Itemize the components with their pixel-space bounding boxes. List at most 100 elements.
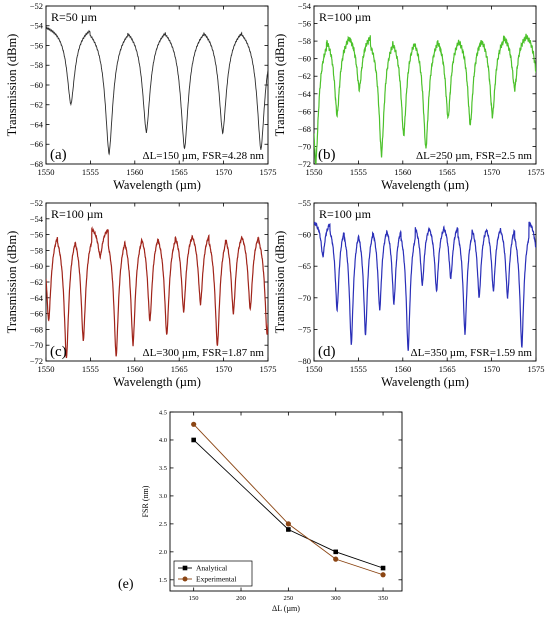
- x-tick-label: 1550: [306, 364, 323, 374]
- x-tick-label: 1570: [215, 167, 232, 177]
- y-tick-label: −64: [30, 119, 44, 129]
- spectrum-panel-c: 1550 1555 1560 1565 1570 1575 −72 −70 −68 −66 −64 −…: [5, 198, 277, 389]
- y-tick-label: −68: [30, 324, 43, 334]
- plot-frame: [313, 5, 537, 165]
- y-tick-label: −70: [298, 141, 311, 151]
- annotation-label: ΔL=250 µm, FSR=2.5 nm: [416, 150, 532, 162]
- y-axis-label: Transmission (dBm): [273, 231, 287, 334]
- x-tick-label: 1565: [171, 364, 188, 374]
- plot-frame: [45, 5, 269, 165]
- radius-label: R=100 µm: [319, 10, 372, 24]
- y-axis-label: FSR (nm): [141, 485, 150, 517]
- y-tick-label: −66: [30, 139, 43, 149]
- y-axis-label: Transmission (dBm): [273, 34, 287, 137]
- x-tick-label: 1565: [171, 167, 188, 177]
- spectrum-line: [46, 26, 268, 156]
- y-tick-label: −58: [30, 60, 43, 70]
- y-tick-label: −56: [30, 40, 43, 50]
- y-tick-label: −54: [30, 214, 44, 224]
- legend-marker: [182, 576, 188, 582]
- x-tick-label: 1570: [483, 167, 500, 177]
- y-tick-label: −54: [30, 21, 44, 31]
- data-point: [333, 549, 339, 555]
- annotation-label: ΔL=300 µm, FSR=1.87 nm: [143, 347, 265, 359]
- panel-label: (d): [318, 344, 336, 360]
- y-tick-label: −70: [30, 340, 43, 350]
- y-tick-label: 2.5: [159, 521, 167, 528]
- y-tick-label: −64: [30, 293, 44, 303]
- series-experimental: [191, 421, 386, 578]
- y-tick-label: −72: [30, 356, 43, 366]
- y-axis-label: Transmission (dBm): [5, 34, 19, 137]
- y-tick-label: 1.5: [159, 577, 167, 584]
- y-tick-label: −75: [298, 324, 311, 334]
- x-tick-label: 1560: [126, 167, 143, 177]
- x-tick-label: 1555: [82, 364, 99, 374]
- x-tick-label: 150: [189, 595, 199, 602]
- x-tick-label: 1550: [306, 167, 323, 177]
- x-tick-label: 1565: [439, 364, 456, 374]
- plot-frame: [169, 411, 403, 592]
- x-tick-label: 1555: [350, 364, 367, 374]
- y-tick-label: −65: [298, 261, 311, 271]
- x-tick-label: 1555: [82, 167, 99, 177]
- x-tick-label: 1555: [350, 167, 367, 177]
- x-axis-label: ΔL (µm): [272, 604, 300, 613]
- y-tick-label: 4.0: [159, 437, 167, 444]
- annotation-label: ΔL=350 µm, FSR=1.59 nm: [411, 347, 533, 359]
- y-tick-label: 3.5: [159, 465, 167, 472]
- legend-box: [173, 560, 253, 587]
- x-axis-label: Wavelength (µm): [381, 375, 469, 389]
- legend-label: Analytical: [196, 564, 227, 573]
- x-tick-label: 1565: [439, 167, 456, 177]
- y-tick-label: 4.5: [159, 409, 167, 416]
- y-tick-label: −66: [298, 106, 311, 116]
- x-axis-label: Wavelength (µm): [113, 178, 201, 192]
- spectrum-line: [314, 33, 536, 164]
- radius-label: R=100 µm: [51, 207, 104, 221]
- plot-frame: [313, 202, 537, 362]
- y-tick-label: −68: [298, 124, 311, 134]
- data-point: [333, 556, 339, 562]
- y-tick-label: −60: [30, 80, 43, 90]
- y-tick-label: −64: [298, 89, 312, 99]
- radius-label: R=50 µm: [51, 10, 98, 24]
- data-point: [191, 421, 197, 427]
- data-point: [191, 437, 196, 443]
- x-tick-label: 1550: [38, 364, 55, 374]
- y-tick-label: −52: [30, 198, 43, 208]
- panel-label: (c): [50, 344, 67, 360]
- y-tick-label: −66: [30, 309, 43, 319]
- y-tick-label: −60: [298, 230, 311, 240]
- x-tick-label: 1560: [394, 364, 411, 374]
- data-point: [286, 527, 291, 532]
- panel-label: (e): [118, 577, 134, 592]
- x-axis-label: Wavelength (µm): [113, 375, 201, 389]
- fsr-panel-e: 150 200 250 300 350 1.5 2.0 2.5 3.0 3.5 4.0 4.5 ΔL (…: [118, 409, 403, 613]
- y-tick-label: −60: [298, 54, 311, 64]
- x-tick-label: 300: [331, 595, 341, 602]
- panel-label: (b): [318, 147, 336, 163]
- spectrum-line: [46, 226, 268, 359]
- y-axis-label: Transmission (dBm): [5, 231, 19, 334]
- y-tick-label: −52: [30, 1, 43, 11]
- spectrum-panel-b: 1550 1555 1560 1565 1570 1575 −72 −70 −68 −66 −64 −…: [273, 1, 545, 192]
- y-tick-label: −68: [30, 159, 43, 169]
- legend: Analytical Experimental: [173, 560, 253, 587]
- y-tick-label: −56: [298, 19, 311, 29]
- y-tick-label: −70: [298, 293, 311, 303]
- x-tick-label: 1575: [260, 167, 277, 177]
- x-tick-label: 350: [378, 595, 388, 602]
- plot-frame: [45, 202, 269, 362]
- panel-label: (a): [50, 147, 67, 163]
- x-tick-label: 1575: [260, 364, 277, 374]
- annotation-label: ΔL=150 µm, FSR=4.28 nm: [143, 150, 265, 162]
- data-point: [380, 565, 386, 571]
- y-tick-label: 2.0: [159, 549, 167, 556]
- y-tick-label: −72: [298, 159, 311, 169]
- series-analytical: [191, 437, 386, 571]
- x-tick-label: 1570: [483, 364, 500, 374]
- data-point: [380, 572, 386, 578]
- x-tick-label: 1550: [38, 167, 55, 177]
